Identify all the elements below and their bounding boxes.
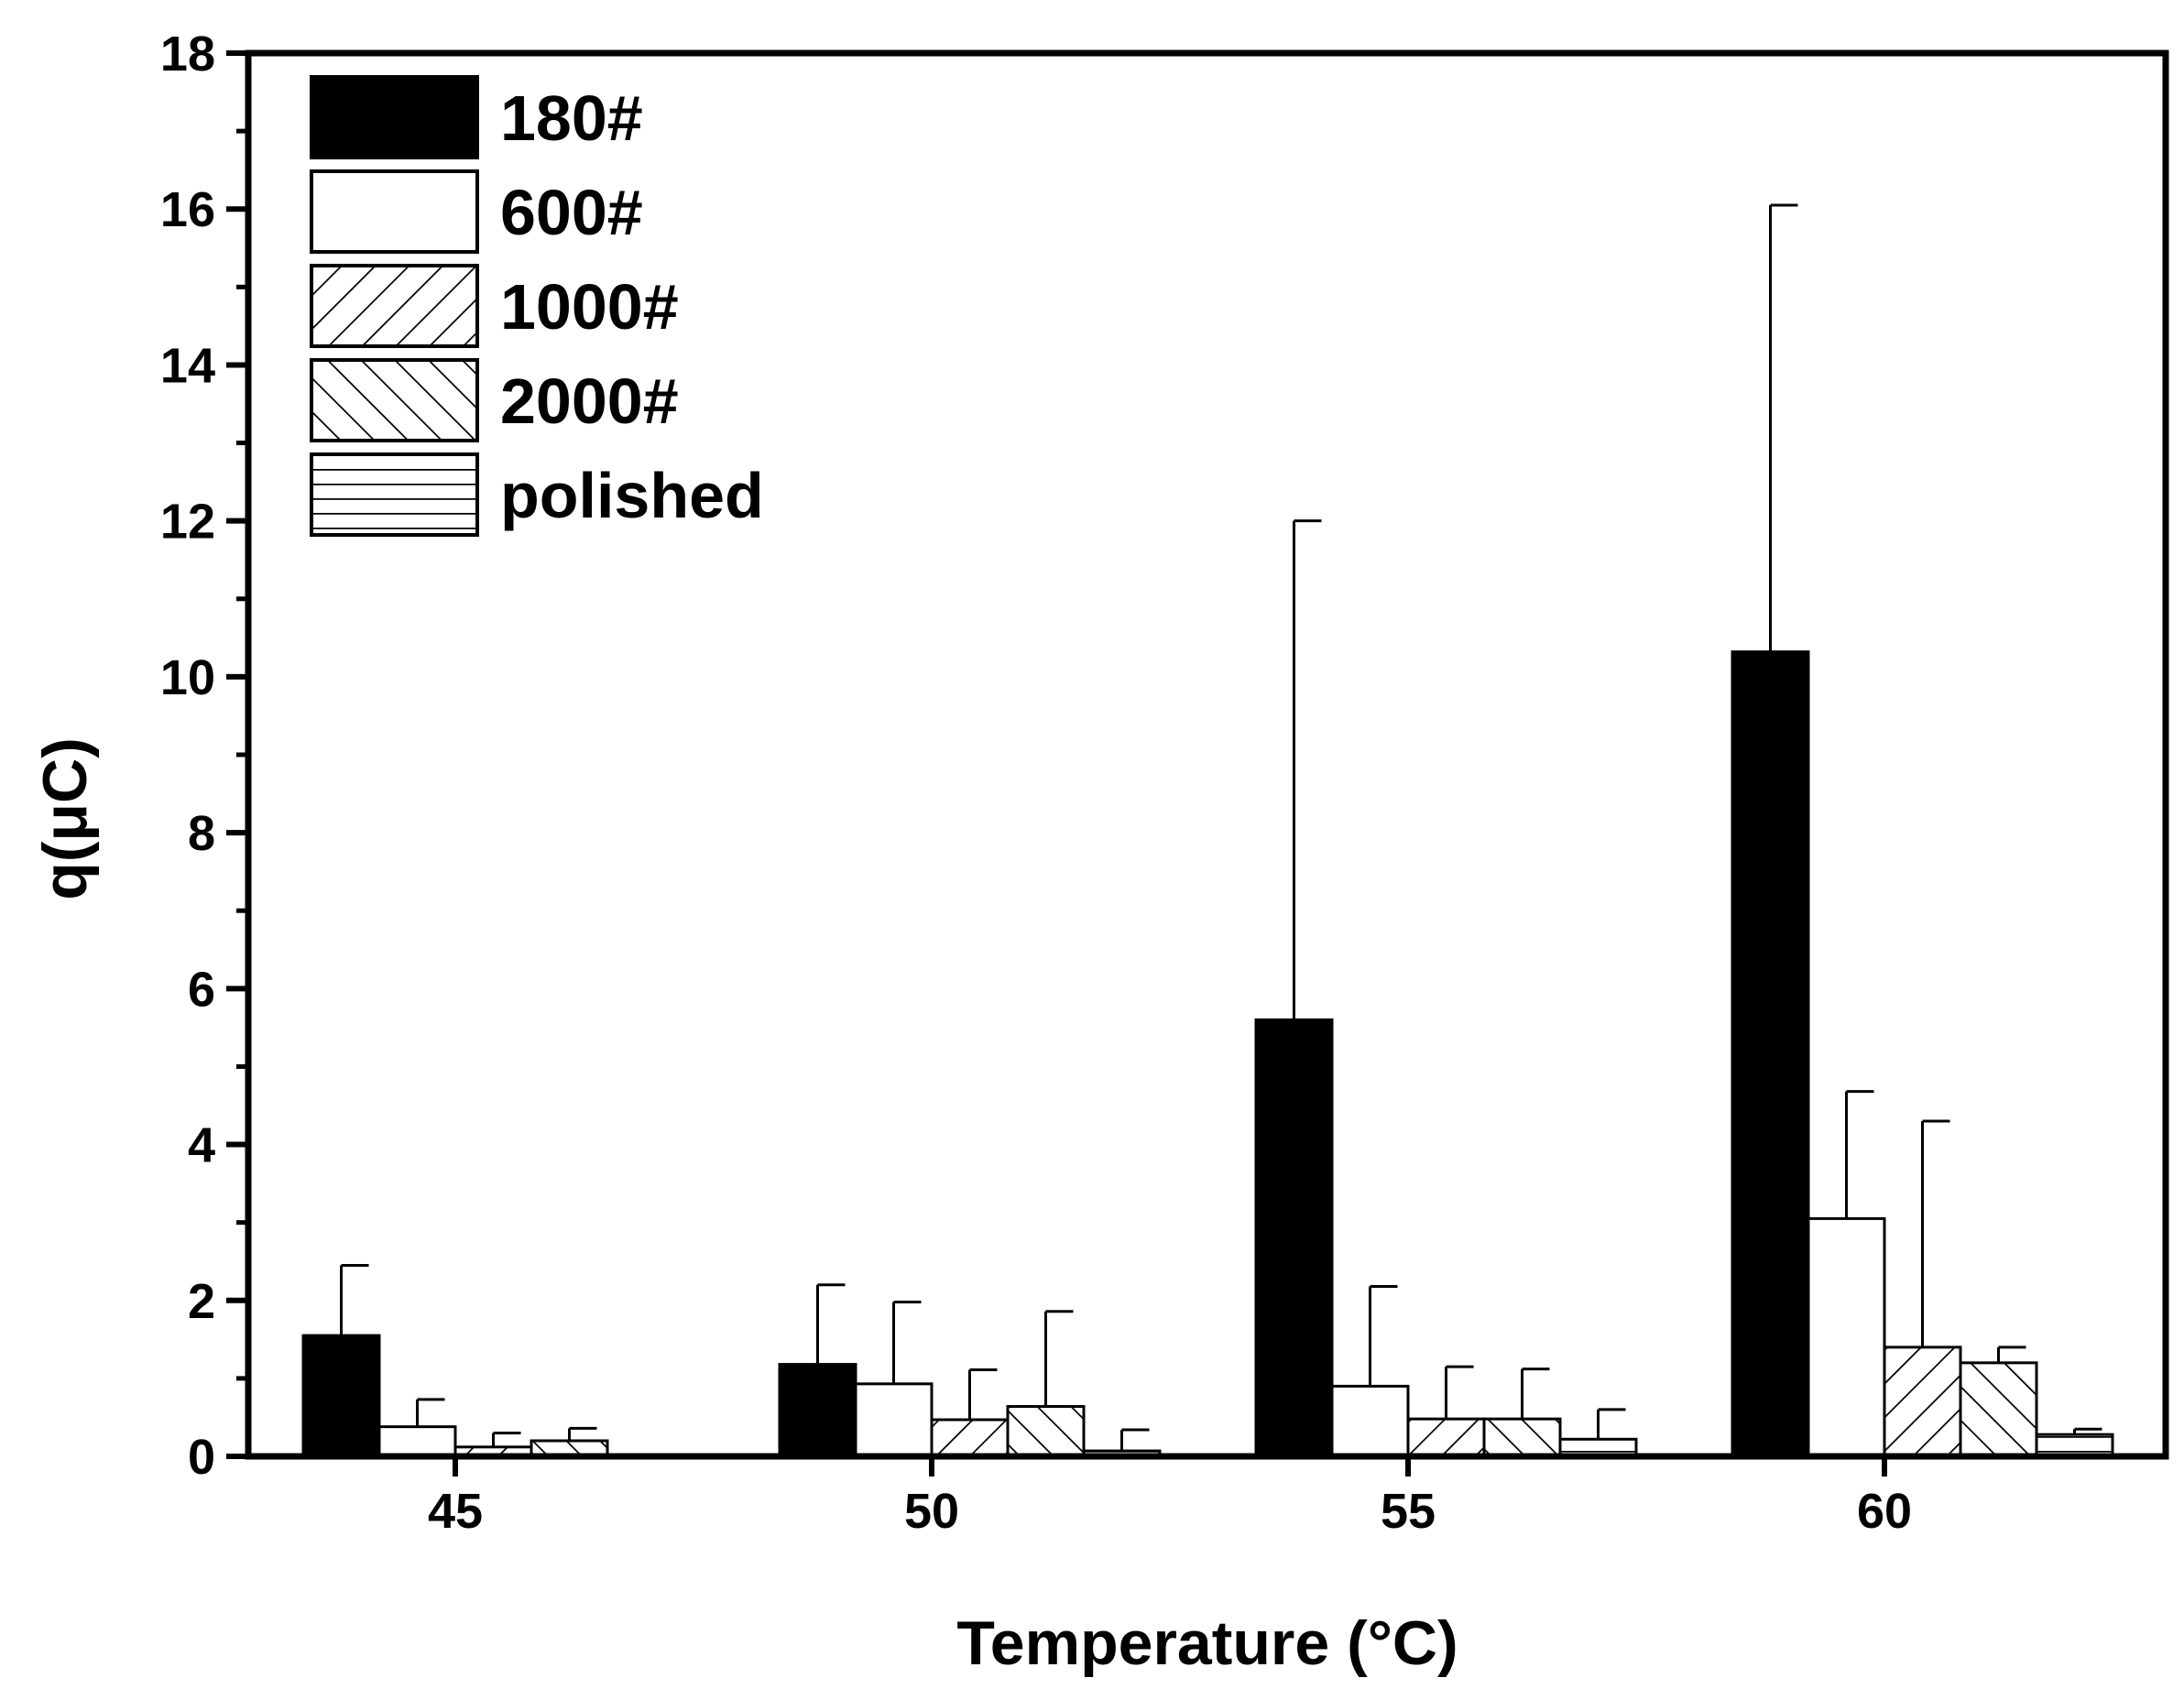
- legend-label: 1000#: [500, 271, 679, 343]
- legend-label: 180#: [500, 82, 643, 154]
- legend-swatch-2000: [310, 358, 479, 442]
- y-tick-label: 18: [160, 27, 215, 82]
- legend-label: 2000#: [500, 365, 679, 437]
- x-tick-label: 60: [1857, 1484, 1912, 1539]
- bar-polished-60: [2035, 1433, 2114, 1458]
- y-axis-title: q(μC): [30, 737, 100, 900]
- y-axis-title-text: q(μC): [30, 737, 100, 900]
- bar-2000-50: [1006, 1405, 1086, 1458]
- bar-1000-60: [1883, 1346, 1962, 1458]
- x-tick-label: 55: [1381, 1484, 1436, 1539]
- legend-swatch-180: [310, 75, 479, 159]
- y-tick-label: 16: [160, 182, 215, 237]
- bars-layer: [301, 650, 2114, 1458]
- legend-swatch-polished: [310, 452, 479, 537]
- y-tick-label: 8: [188, 806, 215, 861]
- bar-600-50: [854, 1382, 934, 1458]
- plot-frame: [245, 49, 2169, 1460]
- x-tick-label: 50: [904, 1484, 959, 1539]
- legend-label: polished: [500, 460, 764, 531]
- legend-swatch-1000: [310, 264, 479, 348]
- bar-1000-50: [930, 1418, 1010, 1458]
- bar-180-45: [301, 1334, 381, 1458]
- y-tick-label: 10: [160, 650, 215, 705]
- bar-600-55: [1330, 1384, 1410, 1458]
- y-tick-label: 14: [160, 338, 215, 393]
- bar-2000-60: [1959, 1361, 2038, 1458]
- axis-ticks: 0 2 4 6 8 10 12 14 16 18 45 50 55 60: [160, 27, 1912, 1539]
- legend: 180# 600# 1000# 2000# polished: [310, 75, 764, 537]
- y-tick-label: 0: [188, 1430, 215, 1485]
- error-bars-layer: [340, 203, 2102, 1452]
- bar-1000-55: [1406, 1417, 1486, 1458]
- bar-2000-55: [1482, 1417, 1562, 1458]
- y-tick-label: 6: [188, 962, 215, 1017]
- legend-swatch-600: [310, 169, 479, 254]
- bar-180-60: [1731, 650, 1810, 1458]
- x-tick-label: 45: [428, 1484, 483, 1539]
- bar-600-60: [1807, 1216, 1886, 1458]
- bar-180-50: [778, 1363, 857, 1458]
- bar-180-55: [1254, 1018, 1334, 1458]
- y-tick-label: 2: [188, 1274, 215, 1329]
- y-tick-label: 4: [188, 1118, 215, 1173]
- bar-600-45: [377, 1425, 457, 1458]
- x-axis-title: Temperature (°C): [956, 1608, 1458, 1678]
- legend-label: 600#: [500, 177, 643, 248]
- y-tick-label: 12: [160, 495, 215, 550]
